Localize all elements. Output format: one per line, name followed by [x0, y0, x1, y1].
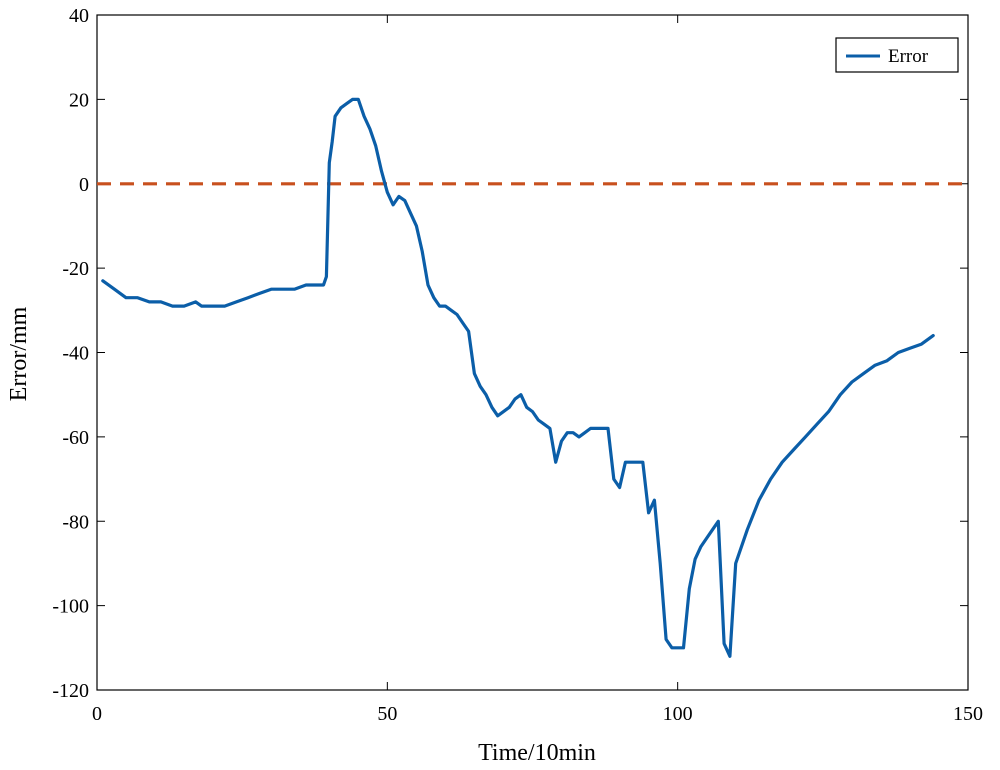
y-tick-label: -20 — [62, 258, 89, 280]
y-axis-ticks: -120 -100 -80 -60 -40 -20 0 20 40 — [52, 5, 968, 702]
series-layer — [97, 97, 968, 658]
x-tick-label: 100 — [663, 703, 693, 725]
y-tick-label: -60 — [62, 427, 89, 449]
x-tick-label: 150 — [953, 703, 983, 725]
x-axis-title: Time/10min — [478, 740, 596, 766]
y-tick-label: 0 — [79, 174, 89, 196]
legend-label-error: Error — [888, 46, 929, 67]
y-tick-label: -40 — [62, 343, 89, 365]
y-tick-label: 20 — [69, 89, 89, 111]
x-tick-label: 50 — [377, 703, 397, 725]
y-tick-label: -120 — [52, 680, 89, 702]
legend: Error — [835, 37, 959, 73]
plot-area-border — [96, 14, 969, 691]
x-axis-ticks: 0 50 100 150 — [92, 15, 983, 725]
y-tick-label: -80 — [62, 511, 89, 533]
x-tick-label: 0 — [92, 703, 102, 725]
series-line-error — [101, 97, 935, 658]
y-tick-label: 40 — [69, 5, 89, 27]
y-tick-label: -100 — [52, 596, 89, 618]
y-axis-title: Error/mm — [6, 306, 32, 401]
plot-frame — [96, 14, 969, 691]
